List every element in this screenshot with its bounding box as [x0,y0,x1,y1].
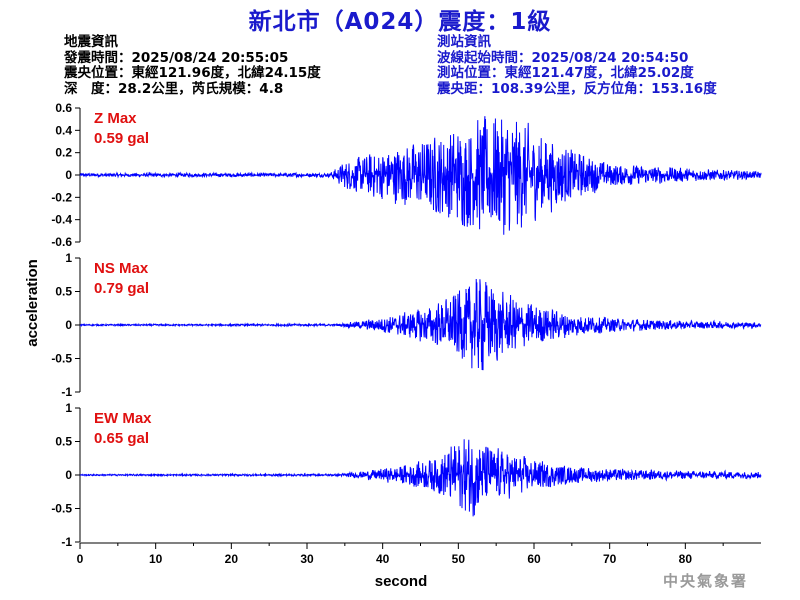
y-tick-label: 0 [65,318,72,332]
y-tick-label: 0.5 [55,435,72,449]
station-location: 測站位置：東經121.47度，北緯25.02度 [437,65,694,81]
waveform-ns [79,278,762,371]
x-tick-label: 70 [603,552,617,566]
origin-time: 發震時間：2025/08/24 20:55:05 [64,49,289,66]
waveform-ew [79,439,762,517]
x-tick-label: 60 [527,552,541,566]
x-tick-label: 40 [376,552,390,566]
y-tick-label: 1 [65,251,72,265]
max-label: NS Max [94,260,149,277]
y-tick-label: 0 [65,168,72,182]
y-tick-label: -1 [61,535,72,549]
y-tick-label: 0.5 [55,285,72,299]
max-label: EW Max [94,410,152,427]
panel-z: 0.6 0.4 0.2 0 -0.2 -0.4 -0.6 Z Max 0.59 gal [51,101,762,249]
y-tick-label: 0 [65,468,72,482]
panel-ns: 1 0.5 0 -0.5 -1 NS Max 0.79 gal [51,251,762,399]
y-tick-label: -0.5 [51,502,72,516]
epicentral-distance: 震央距：108.39公里，反方位角：153.16度 [437,80,717,97]
waveform-z [79,116,762,235]
station-info: 測站資訊 波線起始時間：2025/08/24 20:54:50 測站位置：東經1… [437,34,717,97]
max-value: 0.65 gal [94,430,149,447]
event-info-heading: 地震資訊 [64,34,118,50]
x-axis-title: second [375,573,428,590]
panel-ew: 1 0.5 0 -0.5 -1 EW Max 0.65 gal [51,401,762,549]
epicenter-location: 震央位置：東經121.96度，北緯24.15度 [64,65,321,81]
x-tick-label: 20 [225,552,239,566]
x-tick-label: 10 [149,552,163,566]
event-info: 地震資訊 發震時間：2025/08/24 20:55:05 震央位置：東經121… [64,34,321,97]
x-axis: 0 10 20 30 40 50 60 70 80 [77,542,761,566]
page-title: 新北市（A024）震度：1級 [248,9,552,35]
depth-magnitude: 深 度：28.2公里，芮氏規模：4.8 [64,80,284,97]
agency-logo: 中央氣象署 [662,572,748,590]
y-tick-label: -0.2 [51,190,72,204]
y-tick-label: -0.4 [51,213,72,227]
y-tick-label: 0.4 [55,123,72,137]
max-value: 0.59 gal [94,130,149,147]
y-tick-label: -1 [61,385,72,399]
x-tick-label: 30 [300,552,314,566]
max-label: Z Max [94,110,137,127]
y-tick-label: 0.2 [55,146,72,160]
y-tick-label: 0.6 [55,101,72,115]
max-value: 0.79 gal [94,280,149,297]
x-tick-label: 80 [679,552,693,566]
station-info-heading: 測站資訊 [437,34,491,50]
y-tick-label: -0.5 [51,352,72,366]
y-axis-title: acceleration [24,259,41,347]
y-tick-label: 1 [65,401,72,415]
x-tick-label: 50 [452,552,466,566]
y-tick-label: -0.6 [51,235,72,249]
x-tick-label: 0 [77,552,84,566]
wave-start-time: 波線起始時間：2025/08/24 20:54:50 [437,49,689,66]
